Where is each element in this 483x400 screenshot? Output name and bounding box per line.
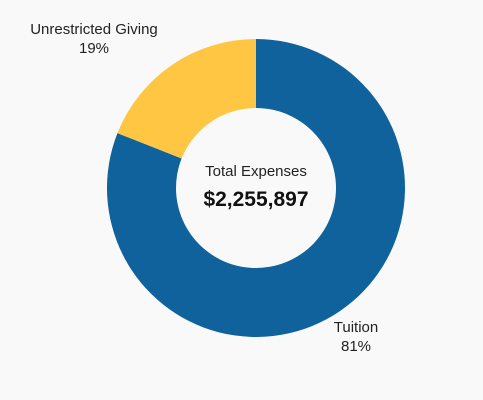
donut-slice-tuition [106,39,405,337]
slice-percent-unrestricted-giving: 19% [78,40,110,57]
donut-slice-unrestricted-giving [117,39,256,159]
slice-name-tuition: Tuition [333,319,379,336]
slice-percent-tuition: 81% [340,338,372,355]
slice-label-unrestricted-giving: Unrestricted Giving 19% [26,20,162,58]
center-total-value: $2,255,897 [203,188,309,211]
slice-name-unrestricted-giving: Unrestricted Giving [30,21,158,38]
center-title: Total Expenses [205,163,307,180]
slice-label-tuition: Tuition 81% [318,318,394,356]
